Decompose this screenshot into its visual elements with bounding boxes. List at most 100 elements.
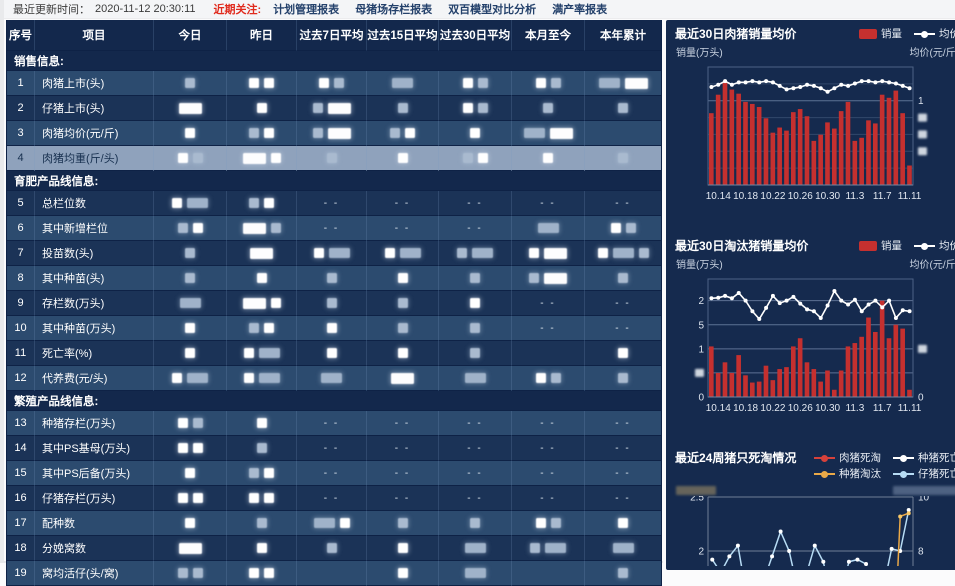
y-axis-title-left: 销量(万头): [676, 47, 723, 59]
value-cell: [297, 536, 367, 561]
redacted-value: [470, 273, 480, 283]
table-row[interactable]: 11 死亡率(%): [7, 341, 661, 366]
value-cell: [227, 146, 297, 171]
redacted-value: [462, 103, 473, 113]
redacted-value: [397, 273, 408, 283]
table-row[interactable]: 12 代养费(元/头): [7, 366, 661, 391]
redacted-value: [178, 542, 202, 554]
table-row[interactable]: 6 其中新增栏位 - - - - - -: [7, 216, 661, 241]
legend-item[interactable]: 仔猪死亡: [893, 467, 955, 481]
legend-item[interactable]: 销量: [859, 239, 902, 253]
legend-label: 种猪淘汰: [839, 468, 881, 480]
table-row[interactable]: 19 窝均活仔(头/窝): [7, 561, 661, 586]
redacted-value: [249, 493, 259, 503]
value-cell: [512, 266, 585, 291]
svg-text:2: 2: [698, 296, 704, 307]
legend-item[interactable]: 均价: [914, 27, 955, 41]
table-row[interactable]: 8 其中种苗(头): [7, 266, 661, 291]
legend-item[interactable]: 种猪淘汰: [814, 467, 881, 481]
value-cell: [297, 291, 367, 316]
value-cell: - -: [512, 461, 585, 486]
redacted-value: [326, 348, 337, 358]
table-row[interactable]: 4 肉猪均重(斤/头): [7, 146, 661, 171]
table-row[interactable]: 7 投苗数(头): [7, 241, 661, 266]
redacted-value: [177, 568, 188, 578]
value-cell: - -: [585, 316, 661, 341]
value-cell: [227, 366, 297, 391]
table-row[interactable]: 17 配种数: [7, 511, 661, 536]
value-cell: [367, 71, 439, 96]
table-row[interactable]: 2 仔猪上市(头): [7, 96, 661, 121]
no-data-dash: - -: [615, 467, 631, 479]
table-header-row: 序号 项目 今日 昨日 过去7日平均 过去15日平均 过去30日平均 本月至今 本年累计: [7, 20, 661, 51]
redacted-value: [243, 348, 254, 358]
legend-line-swatch: [893, 454, 914, 462]
value-cell: [227, 216, 297, 241]
redacted-value: [612, 543, 634, 553]
redacted-value: [192, 568, 203, 578]
value-cell: [297, 266, 367, 291]
value-cell: [154, 71, 227, 96]
redacted-value: [477, 153, 488, 163]
menu-item[interactable]: 计划管理报表: [273, 4, 340, 16]
topbar-menu: 计划管理报表 母猪场存栏报表 双百模型对比分析 满产率报表: [273, 1, 607, 17]
redacted-value: [177, 153, 188, 163]
menu-item[interactable]: 满产率报表: [552, 4, 608, 16]
redacted-value: [545, 543, 566, 553]
value-cell: [585, 366, 661, 391]
redacted-value: [249, 198, 259, 208]
redacted-value: [464, 373, 486, 383]
legend-item[interactable]: 均价: [914, 239, 955, 253]
legend-item[interactable]: 销量: [859, 27, 902, 41]
value-cell: - -: [585, 436, 661, 461]
legend-line-swatch: [893, 470, 914, 478]
table-row[interactable]: 3 肉猪均价(元/斤): [7, 121, 661, 146]
table-row[interactable]: 16 仔猪存栏(万头) - - - - - - - - - -: [7, 486, 661, 511]
table-row[interactable]: 15 其中PS后备(万头) - - - - - - - - - -: [7, 461, 661, 486]
redacted-value: [185, 273, 195, 283]
chart-title: 最近30日肉猪销量均价: [675, 27, 797, 41]
recent-focus-label: 近期关注:: [213, 4, 262, 16]
table-row[interactable]: 13 种猪存栏(万头) - - - - - - - - - -: [7, 411, 661, 436]
redacted-value: [399, 248, 421, 258]
row-label: 仔猪存栏(万头): [35, 486, 154, 511]
legend-item[interactable]: 种猪死亡: [893, 451, 955, 465]
table-row[interactable]: 9 存栏数(万头) - - - -: [7, 291, 661, 316]
no-data-dash: - -: [323, 442, 340, 454]
redacted-value: [192, 443, 203, 453]
value-cell: [367, 561, 439, 586]
column-header: 昨日: [227, 20, 297, 51]
redacted-value: [321, 373, 342, 383]
value-cell: [297, 561, 367, 586]
row-number: 18: [7, 536, 35, 561]
menu-item[interactable]: 双百模型对比分析: [448, 4, 537, 16]
legend-item[interactable]: 肉猪死淘: [814, 451, 881, 465]
value-cell: [154, 486, 227, 511]
redacted-value: [264, 323, 274, 333]
row-number: 9: [7, 291, 35, 316]
table-row[interactable]: 14 其中PS基母(万头) - - - - - - - - - -: [7, 436, 661, 461]
redacted-value: [185, 248, 195, 258]
table-row[interactable]: 10 其中种苗(万头) - - - -: [7, 316, 661, 341]
value-cell: [227, 341, 297, 366]
redacted-value: [550, 373, 561, 383]
table-row[interactable]: 18 分娩窝数: [7, 536, 661, 561]
value-cell: - -: [512, 436, 585, 461]
no-data-dash: - -: [615, 322, 631, 334]
table-row[interactable]: 5 总栏位数 - - - - - - - - - -: [7, 191, 661, 216]
no-data-dash: - -: [394, 442, 411, 454]
value-cell: [154, 146, 227, 171]
legend-label: 均价: [939, 28, 955, 40]
value-cell: [367, 316, 439, 341]
value-cell: - -: [585, 486, 661, 511]
row-number: 3: [7, 121, 35, 146]
table-row[interactable]: 1 肉猪上市(头): [7, 71, 661, 96]
redacted-value: [550, 78, 561, 88]
value-cell: [297, 341, 367, 366]
value-cell: [585, 96, 661, 121]
redacted-value: [326, 153, 337, 163]
redacted-value: [618, 568, 628, 578]
section-row: 繁殖产品线信息:: [7, 391, 661, 411]
value-cell: [154, 461, 227, 486]
menu-item[interactable]: 母猪场存栏报表: [355, 4, 433, 16]
